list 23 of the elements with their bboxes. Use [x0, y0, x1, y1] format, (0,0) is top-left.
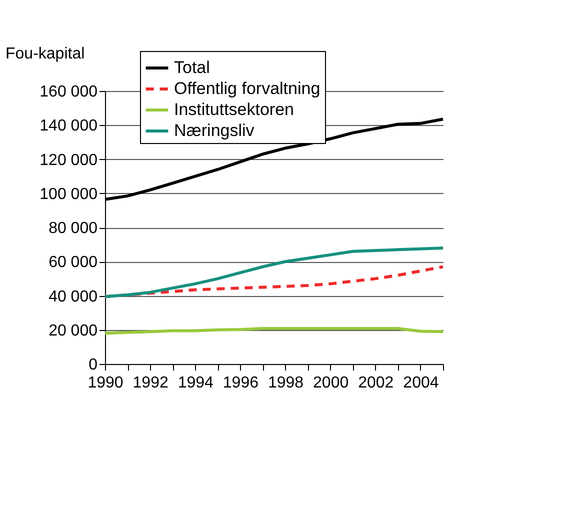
x-tick-label: 1994 [178, 374, 214, 392]
y-tick-label: 20 000 [48, 322, 98, 340]
y-tick-label: 40 000 [48, 288, 98, 306]
y-tick-label: 160 000 [40, 84, 98, 100]
y-tick-label: 80 000 [48, 220, 98, 237]
x-tick-label: 1990 [88, 374, 124, 392]
line-series [104, 246, 444, 298]
x-tick-label: 2004 [403, 374, 439, 392]
legend-label: Total [174, 58, 210, 77]
y-tick-label: 100 000 [40, 186, 98, 203]
x-tick-label: 1992 [132, 374, 168, 392]
y-tick-label: 140 000 [40, 118, 98, 135]
x-tick-label: 1996 [222, 374, 259, 392]
y-tick-label: 120 000 [40, 152, 98, 169]
y-tick-label: 60 000 [48, 254, 98, 272]
x-tick-label: 2000 [313, 374, 349, 392]
x-tick-label: 1998 [268, 374, 304, 392]
legend-label: Offentlig forvaltning [174, 79, 320, 98]
y-tick-label: 0 [88, 356, 98, 374]
x-tick-label: 2002 [358, 374, 394, 392]
legend-label: Næringsliv [174, 121, 255, 140]
y-axis-title: Fou-kapital [6, 46, 85, 62]
legend-label: Instituttsektoren [174, 100, 294, 119]
